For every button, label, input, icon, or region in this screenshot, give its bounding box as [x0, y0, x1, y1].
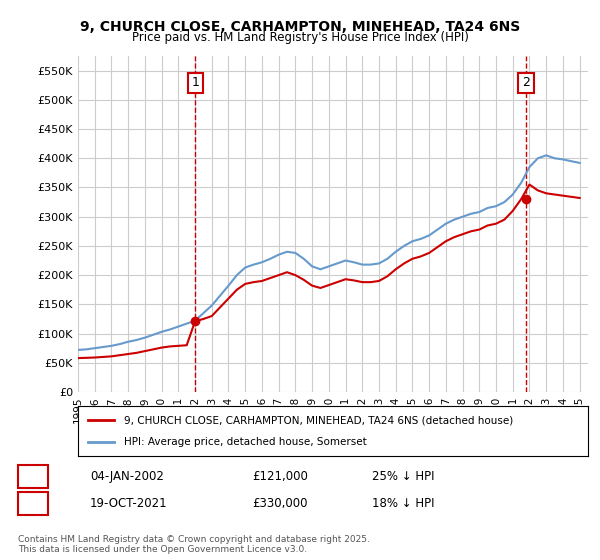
- Text: £121,000: £121,000: [252, 470, 308, 483]
- FancyBboxPatch shape: [18, 465, 48, 488]
- Text: Contains HM Land Registry data © Crown copyright and database right 2025.
This d: Contains HM Land Registry data © Crown c…: [18, 535, 370, 554]
- Text: 04-JAN-2002: 04-JAN-2002: [90, 470, 164, 483]
- Text: Price paid vs. HM Land Registry's House Price Index (HPI): Price paid vs. HM Land Registry's House …: [131, 31, 469, 44]
- Text: 2: 2: [29, 497, 37, 510]
- FancyBboxPatch shape: [18, 492, 48, 515]
- Text: 18% ↓ HPI: 18% ↓ HPI: [372, 497, 434, 510]
- Text: 9, CHURCH CLOSE, CARHAMPTON, MINEHEAD, TA24 6NS (detached house): 9, CHURCH CLOSE, CARHAMPTON, MINEHEAD, T…: [124, 415, 513, 425]
- Text: £330,000: £330,000: [252, 497, 308, 510]
- Text: 1: 1: [191, 76, 199, 90]
- Text: 25% ↓ HPI: 25% ↓ HPI: [372, 470, 434, 483]
- Text: 2: 2: [522, 76, 530, 90]
- Text: 1: 1: [29, 470, 37, 483]
- Text: 9, CHURCH CLOSE, CARHAMPTON, MINEHEAD, TA24 6NS: 9, CHURCH CLOSE, CARHAMPTON, MINEHEAD, T…: [80, 20, 520, 34]
- Text: 19-OCT-2021: 19-OCT-2021: [90, 497, 167, 510]
- Text: HPI: Average price, detached house, Somerset: HPI: Average price, detached house, Some…: [124, 437, 367, 447]
